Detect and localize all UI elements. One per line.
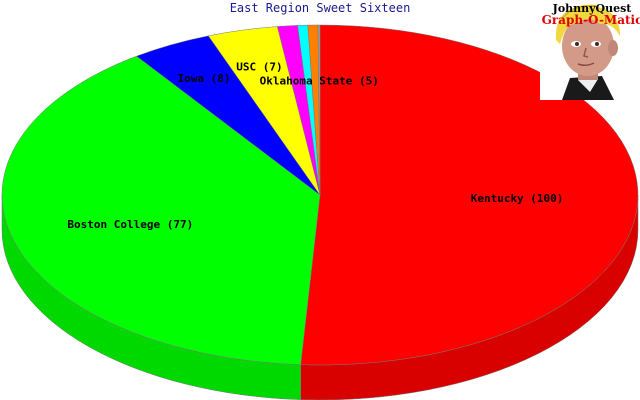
pie-labels: Kentucky (100) Boston College (77) Iowa (8… <box>67 60 563 230</box>
pie-slice-kentucky <box>300 24 639 366</box>
logo-line-johnnyquest: JohnnyQuest <box>552 2 633 15</box>
graph-o-matic-logo: JohnnyQuest Graph-O-Matic <box>540 0 640 100</box>
pie-slice-oklahoma-state <box>317 24 321 196</box>
pie-label-usc: USC (7) <box>236 60 282 73</box>
pie-top-faces <box>1 24 639 366</box>
pie-label-iowa: Iowa (8) <box>177 72 230 85</box>
pie-label-boston-college: Boston College (77) <box>67 218 193 231</box>
pie-label-kentucky: Kentucky (100) <box>471 192 564 205</box>
johnny-quest-portrait-icon: JohnnyQuest Graph-O-Matic <box>540 0 640 100</box>
pie-slice-boston-college <box>1 55 321 365</box>
logo-line-graph-o-matic: Graph-O-Matic <box>542 13 640 27</box>
chart-title: East Region Sweet Sixteen <box>229 1 411 15</box>
pie-label-oklahoma-state: Oklahoma State (5) <box>260 75 379 88</box>
